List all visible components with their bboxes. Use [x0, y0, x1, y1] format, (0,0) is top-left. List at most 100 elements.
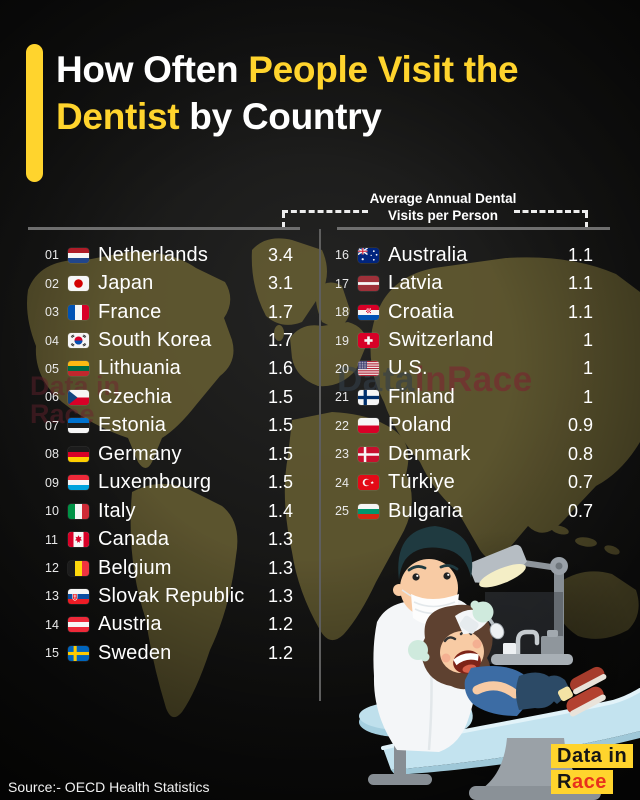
country-name: Luxembourg — [98, 471, 212, 494]
title-part4: by Country — [179, 96, 382, 137]
visits-value: 1.3 — [267, 557, 293, 578]
flag-belgium-icon — [68, 560, 89, 576]
flag-germany-icon — [68, 446, 89, 462]
country-name: Finland — [388, 385, 455, 408]
visits-value: 1.2 — [267, 614, 293, 635]
flag-slovakia-icon — [68, 588, 89, 604]
column-divider — [319, 229, 321, 701]
ranking-row: 24 Türkiye 0.7 — [335, 469, 593, 497]
ranking-row: 13 Slovak Republic 1.3 — [45, 582, 293, 610]
country-name: Denmark — [388, 442, 471, 465]
visits-value: 1.5 — [267, 443, 293, 464]
ranking-row: 14 Austria 1.2 — [45, 611, 293, 639]
country-name: Japan — [98, 272, 154, 295]
ranking-row: 23 Denmark 0.8 — [335, 440, 593, 468]
ranking-list-left: 01 Netherlands 3.4 02 Japan 3.1 03 France 1.7 04 S… — [45, 241, 293, 668]
flag-finland-icon — [358, 389, 379, 405]
rank-number: 03 — [45, 305, 59, 320]
ranking-row: 05 Lithuania 1.6 — [45, 355, 293, 383]
country-name: Estonia — [98, 414, 167, 437]
flag-united-states-icon — [358, 361, 379, 377]
logo-line1: Data in — [551, 744, 634, 768]
country-name: Austria — [98, 613, 162, 636]
rank-number: 02 — [45, 276, 59, 291]
rank-number: 08 — [45, 447, 59, 462]
logo-line2-r: R — [557, 771, 572, 793]
ranking-row: 08 Germany 1.5 — [45, 440, 293, 468]
visits-value: 1.7 — [267, 330, 293, 351]
flag-estonia-icon — [68, 418, 89, 434]
flag-sweden-icon — [68, 645, 89, 661]
ranking-row: 21 Finland 1 — [335, 383, 593, 411]
ranking-row: 20 U.S. 1 — [335, 355, 593, 383]
country-name: Belgium — [98, 556, 172, 579]
ranking-row: 03 France 1.7 — [45, 298, 293, 326]
visits-value: 1 — [582, 386, 593, 407]
header-rule-right — [337, 227, 610, 230]
rank-number: 22 — [335, 418, 349, 433]
rank-number: 17 — [335, 276, 349, 291]
rank-number: 10 — [45, 504, 59, 519]
flag-poland-icon — [358, 418, 379, 434]
ranking-row: 16 Australia 1.1 — [335, 241, 593, 269]
visits-value: 1.1 — [567, 273, 593, 294]
dashed-connector-right — [514, 210, 588, 213]
datainrace-logo: Data in Race — [551, 744, 634, 794]
rank-number: 11 — [45, 532, 58, 547]
rank-number: 20 — [335, 361, 349, 376]
rank-number: 24 — [335, 475, 349, 490]
country-name: Czechia — [98, 385, 172, 408]
ranking-row: 19 Switzerland 1 — [335, 326, 593, 354]
header-rule-left — [28, 227, 300, 230]
title-part2: People Visit the — [248, 49, 519, 90]
flag-latvia-icon — [358, 276, 379, 292]
country-name: Germany — [98, 442, 182, 465]
country-name: Croatia — [388, 300, 454, 323]
visits-value: 1.5 — [267, 386, 293, 407]
ranking-row: 04 South Korea 1.7 — [45, 326, 293, 354]
flag-australia-icon — [358, 247, 379, 263]
visits-value: 1.5 — [267, 415, 293, 436]
value-axis-label-line1: Average Annual Dental — [369, 191, 517, 206]
value-axis-label-line2: Visits per Person — [387, 207, 499, 223]
country-name: Poland — [388, 414, 452, 437]
visits-value: 0.8 — [567, 443, 593, 464]
flag-austria-icon — [68, 617, 89, 633]
flag-lithuania-icon — [68, 361, 89, 377]
visits-value: 0.9 — [567, 415, 593, 436]
visits-value: 1.7 — [267, 301, 293, 322]
ranking-row: 10 Italy 1.4 — [45, 497, 293, 525]
page-title: How Often People Visit the Dentist by Cou… — [56, 46, 519, 140]
rank-number: 18 — [335, 305, 349, 320]
country-name: France — [98, 300, 162, 323]
ranking-row: 02 Japan 3.1 — [45, 269, 293, 297]
ranking-row: 12 Belgium 1.3 — [45, 554, 293, 582]
country-name: Switzerland — [388, 329, 494, 352]
visits-value: 1.3 — [267, 529, 293, 550]
country-name: Türkiye — [388, 471, 455, 494]
rank-number: 15 — [45, 646, 59, 661]
visits-value: 1.4 — [267, 500, 293, 521]
country-name: Netherlands — [98, 243, 209, 266]
country-name: U.S. — [388, 357, 428, 380]
country-name: Lithuania — [98, 357, 181, 380]
visits-value: 1 — [582, 330, 593, 351]
ranking-row: 06 Czechia 1.5 — [45, 383, 293, 411]
dashed-connector-right-end — [585, 212, 588, 228]
rank-number: 21 — [335, 390, 349, 405]
flag-south-korea-icon — [68, 333, 89, 349]
flag-japan-icon — [68, 276, 89, 292]
ranking-row: 17 Latvia 1.1 — [335, 269, 593, 297]
flag-netherlands-icon — [68, 247, 89, 263]
flag-switzerland-icon — [358, 333, 379, 349]
rank-number: 14 — [45, 617, 59, 632]
title-part3: Dentist — [56, 96, 180, 137]
flag-denmark-icon — [358, 446, 379, 462]
country-name: Latvia — [388, 272, 443, 295]
country-name: Australia — [388, 243, 468, 266]
flag-czechia-icon — [68, 389, 89, 405]
visits-value: 1.2 — [267, 642, 293, 663]
flag-croatia-icon — [358, 304, 379, 320]
rank-number: 23 — [335, 447, 349, 462]
flag-turkiye-icon — [358, 475, 379, 491]
